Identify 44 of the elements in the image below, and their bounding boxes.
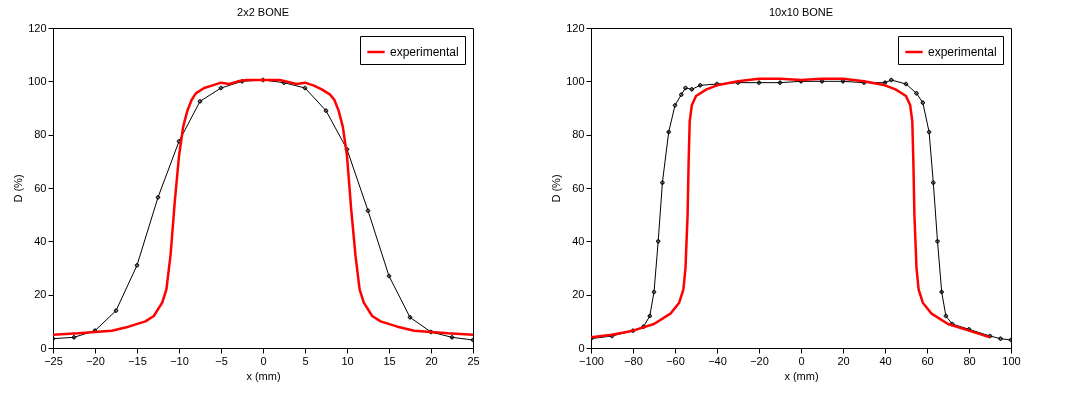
y-axis-title: D (%) (12, 174, 25, 203)
x-tick-label: −10 (170, 354, 189, 367)
x-tick-label: −60 (666, 354, 685, 367)
y-tick-label: 0 (578, 341, 585, 354)
y-tick-label: 120 (566, 21, 585, 34)
x-tick-label: 40 (879, 354, 892, 367)
legend-label: experimental (390, 45, 459, 59)
x-tick-label: −25 (44, 354, 63, 367)
y-tick-label: 40 (572, 234, 585, 247)
x-tick-label: 25 (467, 354, 480, 367)
y-tick-label: 60 (572, 181, 585, 194)
y-tick-label: 60 (34, 181, 47, 194)
y-tick-label: 80 (34, 128, 47, 141)
y-tick-label: 0 (40, 341, 47, 354)
y-tick-label: 100 (28, 74, 47, 87)
x-tick-label: 15 (383, 354, 396, 367)
chart-title: 2x2 BONE (237, 6, 289, 18)
x-tick-label: 10 (341, 354, 354, 367)
x-tick-label: −100 (579, 354, 604, 367)
x-axis-title: x (mm) (246, 369, 281, 382)
x-tick-label: 0 (260, 354, 267, 367)
x-axis-title: x (mm) (784, 369, 819, 382)
x-tick-label: 100 (1002, 354, 1021, 367)
y-axis-title: D (%) (550, 174, 563, 203)
x-tick-label: 60 (921, 354, 934, 367)
y-tick-label: 20 (572, 288, 585, 301)
x-tick-label: −80 (624, 354, 643, 367)
x-tick-label: 80 (963, 354, 976, 367)
x-tick-label: −15 (128, 354, 147, 367)
legend-label: experimental (928, 45, 997, 59)
x-tick-label: 20 (837, 354, 850, 367)
x-tick-label: −5 (215, 354, 228, 367)
y-tick-label: 120 (28, 21, 47, 34)
x-tick-label: −20 (750, 354, 769, 367)
x-tick-label: 0 (798, 354, 805, 367)
x-tick-label: −20 (86, 354, 105, 367)
x-tick-label: 20 (425, 354, 438, 367)
y-tick-label: 40 (34, 234, 47, 247)
y-tick-label: 20 (34, 288, 47, 301)
chart-title: 10x10 BONE (768, 6, 834, 18)
x-tick-label: 5 (302, 354, 309, 367)
x-tick-label: −40 (708, 354, 727, 367)
y-tick-label: 100 (566, 74, 585, 87)
y-tick-label: 80 (572, 128, 585, 141)
